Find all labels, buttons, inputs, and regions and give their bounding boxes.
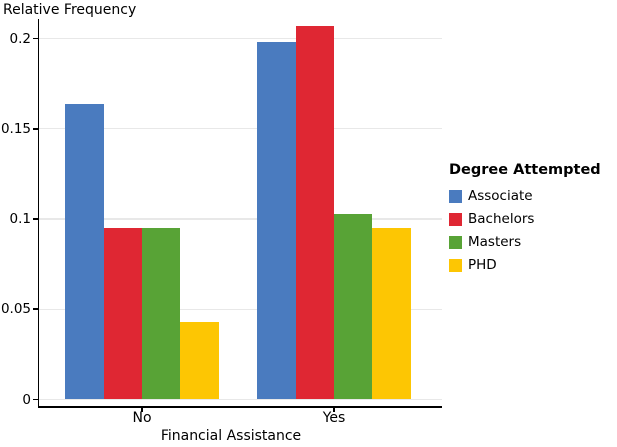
legend-item-associate: Associate [449,188,601,204]
y-tick-mark-0.15 [32,127,38,130]
legend: Degree Attempted Associate Bachelors Maste… [449,161,601,280]
y-tick-mark-0.2 [32,37,38,40]
bar-yes-bachelors [295,25,334,400]
x-tick-mark-yes [333,407,335,412]
y-tick-label-0.05: 0.05 [0,301,31,318]
legend-label-phd: PHD [468,257,497,273]
legend-label-masters: Masters [468,234,522,250]
legend-title: Degree Attempted [449,162,601,178]
legend-swatch-bachelors [449,212,462,226]
gridline-0.2 [38,37,442,40]
legend-item-phd: PHD [449,257,601,273]
y-tick-mark-0 [32,398,38,401]
gridline-0.05 [38,308,442,310]
legend-item-masters: Masters [449,234,601,250]
bar-yes-masters [334,213,373,400]
y-axis-line [37,19,40,408]
x-axis-title: Financial Assistance [160,428,302,444]
legend-label-associate: Associate [468,188,533,204]
legend-label-bachelors: Bachelors [468,211,535,227]
bar-no-bachelors [103,228,142,400]
y-tick-label-0.15: 0.15 [0,120,31,137]
bar-yes-phd [372,228,411,400]
legend-swatch-masters [449,235,462,249]
x-tick-label-yes: Yes [322,410,346,426]
legend-swatch-associate [449,189,462,203]
legend-items: Associate Bachelors Masters PHD [449,188,601,273]
y-axis-title: Relative Frequency [3,2,137,18]
bar-no-associate [65,103,104,400]
y-tick-label-0.2: 0.2 [9,30,31,47]
legend-swatch-phd [449,258,462,272]
bar-yes-associate [257,42,296,400]
bar-no-masters [142,228,181,400]
y-tick-mark-0.05 [32,308,38,311]
gridline-0.1 [38,218,442,220]
gridline-0 [38,398,442,401]
x-axis-line [37,406,442,409]
x-tick-mark-no [141,407,143,412]
y-tick-mark-0.1 [32,218,38,220]
y-tick-label-0.1: 0.1 [9,211,31,228]
x-tick-label-no: No [132,410,152,426]
legend-item-bachelors: Bachelors [449,211,601,227]
bar-no-phd [180,321,219,400]
y-tick-label-0: 0 [22,391,31,408]
gridline-0.15 [38,128,442,130]
